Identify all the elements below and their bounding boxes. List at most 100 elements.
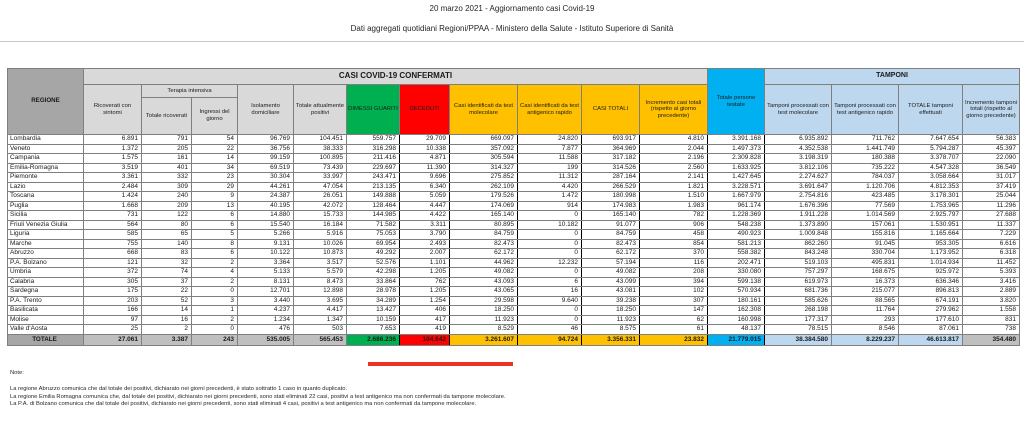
table-cell: 78.515 (764, 324, 833, 335)
table-row: Sardegna 175 22 0 12.701 12.898 28.978 1.205 43.… (7, 286, 1021, 297)
table-cell: 10.338 (399, 143, 450, 154)
table-cell: 180.388 (831, 153, 900, 164)
table-cell: 91.077 (581, 219, 640, 230)
table-cell: 1.372 (83, 143, 142, 154)
table-cell: 738 (962, 324, 1021, 335)
table-cell: 1.014.569 (831, 210, 900, 221)
table-cell: 52.576 (346, 257, 400, 268)
table-cell: 22.090 (962, 153, 1021, 164)
table-cell: 14.880 (237, 210, 294, 221)
table-cell: 1.558 (962, 305, 1021, 316)
table-row: Basilicata 166 14 1 4.237 4.417 13.427 406 18.25… (7, 305, 1021, 316)
table-cell: 69.954 (346, 238, 400, 249)
table-cell: 305 (83, 276, 142, 287)
table-cell: 205 (141, 143, 192, 154)
table-cell: 0 (517, 305, 582, 316)
table-cell: 784.037 (831, 172, 900, 183)
note-line-abruzzo: La regione Abruzzo comunica che dal tota… (10, 386, 348, 392)
col-header-incremento-casi: Incremento casi totali (rispetto al gior… (638, 84, 709, 135)
table-cell: 16.184 (293, 219, 347, 230)
table-cell: 47.054 (293, 181, 347, 192)
table-cell: 29 (191, 181, 238, 192)
table-row: Liguria 585 65 5 5.266 5.916 75.053 3.790 84.759… (7, 229, 1021, 240)
table-cell: 100.895 (293, 153, 347, 164)
table-cell: 1.676.396 (764, 200, 833, 211)
table-row: P.A. Trento 203 52 3 3.440 3.695 34.289 1.254 29… (7, 295, 1021, 306)
table-cell: 585 (83, 229, 142, 240)
total-cell: 8.229.237 (831, 333, 900, 346)
table-cell: 62.172 (449, 248, 518, 259)
table-cell: 18.250 (581, 305, 640, 316)
total-row-label: TOTALE (7, 333, 84, 346)
table-row: Marche 755 140 8 9.131 10.026 69.954 2.493 82.47… (7, 238, 1021, 249)
table-cell: 15.540 (237, 219, 294, 230)
table-cell: 74 (141, 267, 192, 278)
table-cell: 44.261 (237, 181, 294, 192)
table-cell: 2.196 (638, 153, 709, 164)
table-cell: 162.308 (707, 305, 766, 316)
table-row: Calabria 305 37 2 8.131 8.473 33.864 762 43.093 6… (7, 276, 1021, 287)
table-cell: 3.361 (83, 172, 142, 183)
region-name: Sardegna (7, 286, 84, 297)
table-cell: 1.530.951 (898, 219, 964, 230)
table-cell: 203 (83, 295, 142, 306)
table-cell: 28.978 (346, 286, 400, 297)
region-name: P.A. Bolzano (7, 257, 84, 268)
table-cell: 5.393 (962, 267, 1021, 278)
table-cell: 843.248 (764, 248, 833, 259)
table-cell: 122 (141, 210, 192, 221)
region-name: Umbria (7, 267, 84, 278)
table-cell: 8.575 (581, 324, 640, 335)
table-cell: 332 (141, 172, 192, 183)
region-name: Lazio (7, 181, 84, 192)
table-cell: 370 (638, 248, 709, 259)
table-cell: 519.103 (764, 257, 833, 268)
table-cell: 423.485 (831, 191, 900, 202)
table-cell: 357.092 (449, 143, 518, 154)
table-cell: 317.182 (581, 153, 640, 164)
table-row: P.A. Bolzano 121 32 2 3.364 3.517 52.576 1.101 4… (7, 257, 1021, 268)
table-cell: 925.972 (898, 267, 964, 278)
table-cell: 1 (191, 305, 238, 316)
table-cell: 307 (638, 295, 709, 306)
table-cell: 11.337 (962, 219, 1021, 230)
table-cell: 209 (141, 200, 192, 211)
table-cell: 2 (191, 276, 238, 287)
table-cell: 5.266 (237, 229, 294, 240)
table-cell: 179.526 (449, 191, 518, 202)
table-cell: 2.754.816 (764, 191, 833, 202)
region-name: Calabria (7, 276, 84, 287)
table-cell: 1.472 (517, 191, 582, 202)
table-cell: 229.697 (346, 162, 400, 173)
table-cell: 82.473 (581, 238, 640, 249)
table-cell: 65 (141, 229, 192, 240)
table-cell: 149.888 (346, 191, 400, 202)
table-row: Piemonte 3.361 332 23 30.304 33.997 243.471 9.6… (7, 172, 1021, 183)
total-cell: 243 (191, 333, 238, 346)
table-cell: 693.917 (581, 134, 640, 145)
table-cell: 4.547.328 (898, 162, 964, 173)
table-cell: 6.616 (962, 238, 1021, 249)
table-cell: 581.213 (707, 238, 766, 249)
table-cell: 1.575 (83, 153, 142, 164)
table-cell: 8.546 (831, 324, 900, 335)
table-cell: 6.340 (399, 181, 450, 192)
col-header-totale-ricoverati: Totale ricoverati (141, 97, 192, 135)
table-cell: 0 (517, 314, 582, 325)
table-row: Veneto 1.372 205 22 36.756 38.333 316.298 10.33… (7, 143, 1021, 154)
table-cell: 73.439 (293, 162, 347, 173)
table-cell: 862.260 (764, 238, 833, 249)
table-cell: 4.352.538 (764, 143, 833, 154)
table-cell: 62 (638, 314, 709, 325)
table-cell: 6 (191, 219, 238, 230)
table-cell: 293 (831, 314, 900, 325)
table-cell: 4 (191, 267, 238, 278)
total-cell: 104.642 (399, 333, 450, 346)
table-cell: 5.059 (399, 191, 450, 202)
table-cell: 202.471 (707, 257, 766, 268)
table-cell: 49.082 (449, 267, 518, 278)
col-header-positivi: Totale attualmente positivi (293, 84, 347, 135)
table-cell: 10.159 (346, 314, 400, 325)
table-cell: 757.297 (764, 267, 833, 278)
table-cell: 25 (83, 324, 142, 335)
